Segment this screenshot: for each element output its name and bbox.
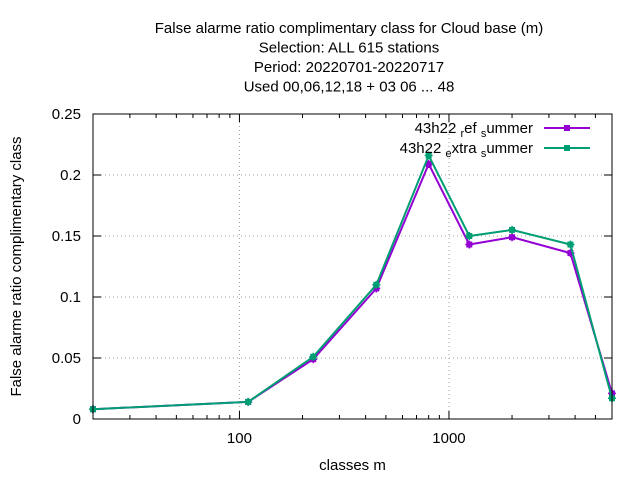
chart-title-line: Selection: ALL 615 stations (259, 40, 439, 57)
legend-marker-sample (564, 145, 570, 151)
y-tick-label: 0.25 (52, 106, 81, 123)
series-0-point (508, 233, 517, 242)
y-axis-label: False alarme ratio complimentary class (8, 136, 25, 396)
legend-entry-label: 43h22 extra summer (400, 140, 533, 160)
chart-title-line: Period: 20220701-20220717 (254, 59, 444, 76)
series-1-point (372, 280, 381, 289)
grid-lines (93, 114, 612, 419)
series-1-point (508, 225, 517, 234)
y-tick-label: 0.2 (60, 167, 81, 184)
series-0-point (465, 240, 474, 249)
series-1-point (309, 352, 318, 361)
axis-ticks: 0 0.05 0.1 0.15 0.2 0.25 100 1000 (52, 106, 612, 447)
y-tick-label: 0 (73, 411, 81, 428)
chart-title-line: False alarme ratio complimentary class f… (155, 20, 543, 37)
series-line-1 (92, 153, 613, 411)
x-tick-label: 1000 (432, 430, 465, 447)
data-series (89, 151, 616, 414)
y-tick-label: 0.15 (52, 228, 81, 245)
x-tick-label: 100 (227, 430, 252, 447)
y-tick-label: 0.1 (60, 289, 81, 306)
series-1-point (566, 240, 575, 249)
series-line-0 (92, 161, 613, 411)
chart-title-line: Used 00,06,12,18 + 03 06 ... 48 (244, 79, 455, 96)
legend-marker-sample (564, 125, 570, 131)
x-axis-label: classes m (319, 457, 386, 474)
plot-frame (92, 113, 613, 420)
chart-title: False alarme ratio complimentary class f… (155, 20, 543, 96)
y-tick-label: 0.05 (52, 350, 81, 367)
legend-entry-label: 43h22 ref summer (415, 120, 533, 140)
series-1-point (465, 232, 474, 240)
series-1-point (244, 397, 253, 406)
series-1-point (424, 151, 433, 160)
